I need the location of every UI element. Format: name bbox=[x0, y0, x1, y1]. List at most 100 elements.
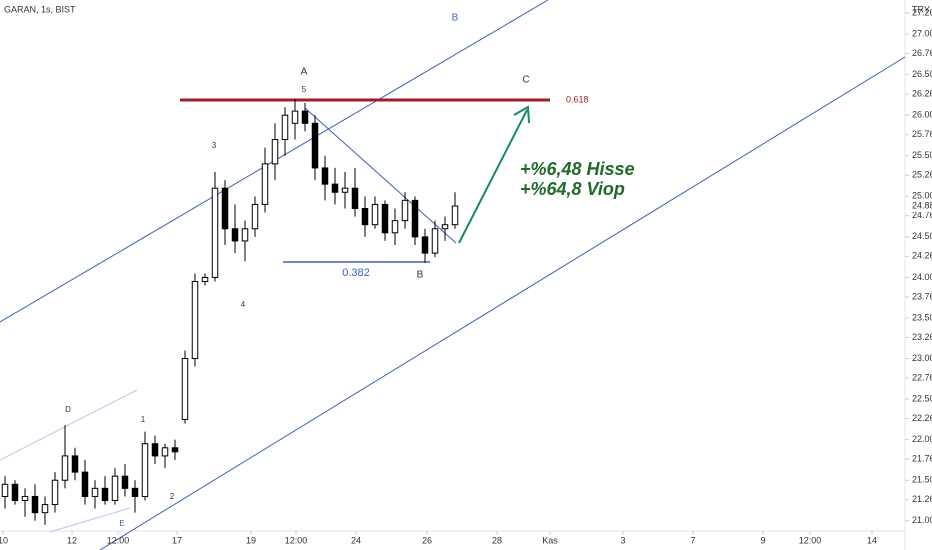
y-tick-label: 21.76 bbox=[912, 454, 932, 464]
x-tick-label: 17 bbox=[172, 535, 182, 545]
candle-body bbox=[411, 199, 419, 238]
candle-body bbox=[361, 207, 369, 226]
x-tick-label: 24 bbox=[351, 535, 361, 545]
candle-body bbox=[181, 358, 189, 420]
last-price-label: 24.88 bbox=[912, 200, 932, 210]
candle-body bbox=[261, 163, 269, 205]
x-tick-label: 10 bbox=[0, 535, 8, 545]
trend-line bbox=[304, 107, 457, 244]
x-tick-label: 12 bbox=[67, 535, 77, 545]
candle-body bbox=[351, 187, 359, 209]
y-tick-label: 23.50 bbox=[912, 312, 932, 322]
candle-body bbox=[251, 203, 259, 230]
x-tick-label: Kas bbox=[542, 535, 558, 545]
x-tick-label: 12:00 bbox=[285, 535, 308, 545]
currency: TRY bbox=[912, 4, 930, 14]
x-tick-label: 3 bbox=[620, 535, 625, 545]
y-tick-label: 22.26 bbox=[912, 413, 932, 423]
candle-body bbox=[311, 122, 319, 169]
annotation: 1 bbox=[141, 415, 146, 424]
y-tick-label: 25.26 bbox=[912, 170, 932, 180]
candle-body bbox=[281, 114, 289, 141]
annotation: 0.382 bbox=[342, 267, 370, 279]
channel-lower bbox=[99, 56, 906, 550]
annotation: E bbox=[119, 519, 124, 528]
candle-body bbox=[91, 487, 99, 497]
y-tick-label: 21.26 bbox=[912, 494, 932, 504]
y-tick-label: 26.76 bbox=[912, 48, 932, 58]
candle-body bbox=[391, 220, 399, 234]
annotation: 3 bbox=[212, 141, 217, 150]
y-tick-label: 21.50 bbox=[912, 475, 932, 485]
candle-body bbox=[1, 483, 9, 497]
last-price-box bbox=[906, 200, 932, 213]
candle-body bbox=[271, 139, 279, 165]
y-tick-label: 24.76 bbox=[912, 210, 932, 220]
candle-body bbox=[431, 228, 439, 254]
y-tick-label: 22.00 bbox=[912, 434, 932, 444]
small-channel-lower bbox=[49, 507, 131, 533]
candle-body bbox=[211, 187, 219, 278]
y-tick-label: 25.76 bbox=[912, 129, 932, 139]
candle-body bbox=[321, 167, 329, 185]
annotation: 0.618 bbox=[566, 94, 589, 104]
annotation: +%6,48 Hisse bbox=[520, 159, 635, 179]
candle-body bbox=[341, 187, 349, 193]
candle-body bbox=[241, 228, 249, 242]
x-tick-label: 28 bbox=[492, 535, 502, 545]
annotation: C bbox=[522, 75, 529, 86]
candle-body bbox=[201, 276, 209, 282]
y-tick-label: 24.50 bbox=[912, 231, 932, 241]
y-tick-label: 23.26 bbox=[912, 332, 932, 342]
projection-arrow bbox=[458, 109, 528, 244]
candle-body bbox=[451, 205, 459, 226]
candle-body bbox=[51, 479, 59, 506]
candle-body bbox=[161, 447, 169, 457]
x-tick-label: 7 bbox=[690, 535, 695, 545]
x-tick-label: 9 bbox=[760, 535, 765, 545]
x-tick-label: 12:00 bbox=[107, 535, 130, 545]
y-tick-label: 23.76 bbox=[912, 291, 932, 301]
candle-body bbox=[171, 447, 179, 453]
candle-body bbox=[131, 487, 139, 497]
candle-body bbox=[81, 471, 89, 497]
y-tick-label: 27.00 bbox=[912, 28, 932, 38]
candle-body bbox=[421, 236, 429, 254]
candle-body bbox=[121, 475, 129, 489]
arrow-head bbox=[513, 105, 530, 124]
y-tick-label: 26.50 bbox=[912, 69, 932, 79]
candle-body bbox=[111, 475, 119, 502]
x-tick-label: 26 bbox=[422, 535, 432, 545]
small-channel-upper bbox=[0, 389, 138, 461]
candle-body bbox=[151, 443, 159, 457]
candle-body bbox=[101, 487, 109, 502]
y-tick-label: 22.50 bbox=[912, 393, 932, 403]
candle-body bbox=[331, 183, 339, 193]
candle-body bbox=[301, 110, 309, 124]
candle-body bbox=[221, 187, 229, 230]
annotation: 4 bbox=[241, 300, 246, 309]
y-tick-label: 24.00 bbox=[912, 272, 932, 282]
x-tick-label: 14 bbox=[867, 535, 877, 545]
x-tick-label: 12:00 bbox=[799, 535, 822, 545]
candle-body bbox=[21, 495, 29, 502]
y-tick-label: 27.26 bbox=[912, 7, 932, 17]
candle-body bbox=[371, 203, 379, 226]
candle-body bbox=[381, 203, 389, 234]
y-tick-label: 21.00 bbox=[912, 515, 932, 525]
y-tick-label: 24.26 bbox=[912, 251, 932, 261]
candle-body bbox=[11, 483, 19, 502]
annotation: A bbox=[301, 67, 308, 78]
x-tick-label: 19 bbox=[246, 535, 256, 545]
annotation: +%64,8 Viop bbox=[520, 179, 625, 199]
y-tick-label: 25.00 bbox=[912, 191, 932, 201]
candle-body bbox=[71, 455, 79, 473]
candle-body bbox=[141, 443, 149, 497]
candle-body bbox=[191, 280, 199, 360]
annotation: D bbox=[65, 405, 71, 414]
y-tick-label: 25.50 bbox=[912, 150, 932, 160]
candle-body bbox=[31, 495, 39, 514]
y-tick-label: 26.00 bbox=[912, 110, 932, 120]
